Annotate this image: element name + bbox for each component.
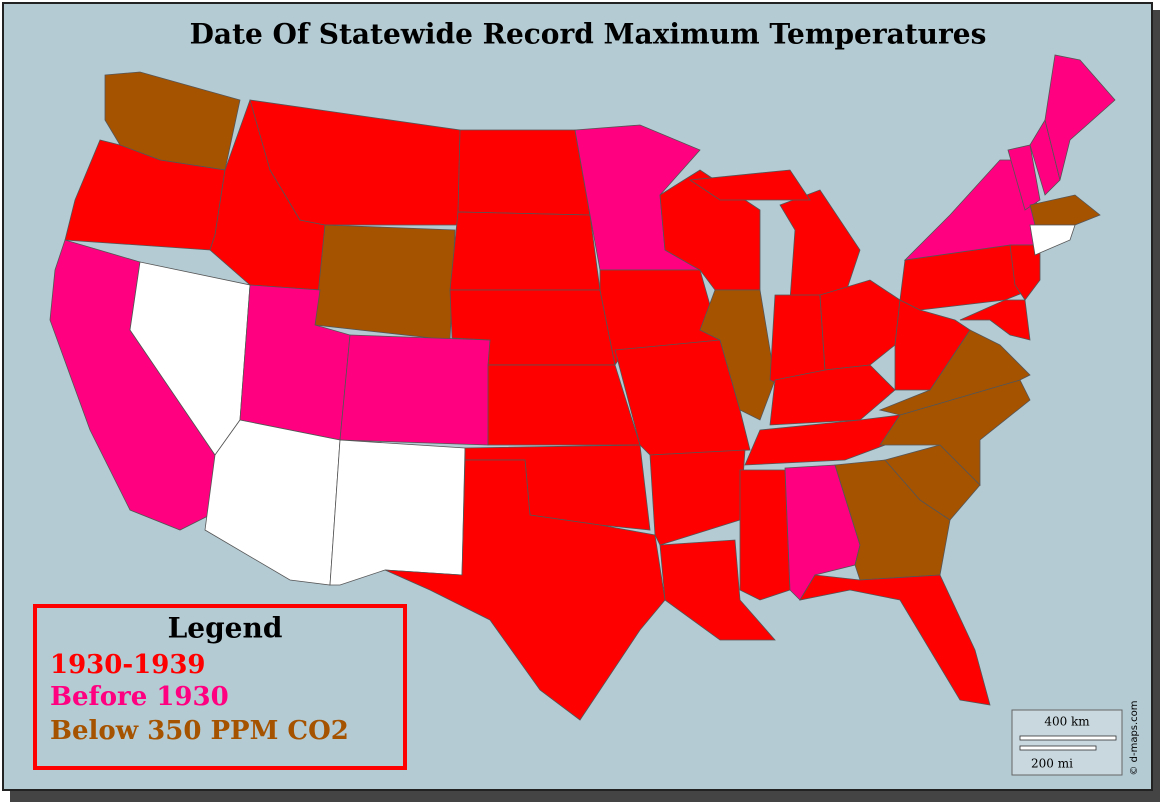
state [659, 539, 776, 641]
legend-title: Legend [168, 612, 283, 645]
legend-item: Below 350 PPM CO2 [50, 716, 349, 746]
state [699, 289, 776, 421]
state [1044, 54, 1116, 181]
scale-box [1011, 709, 1123, 776]
state [329, 439, 466, 586]
state [1029, 194, 1101, 226]
legend: Legend 1930-1939 Before 1930 Below 350 P… [33, 604, 407, 770]
state [314, 224, 456, 341]
state [449, 211, 601, 291]
state [457, 129, 591, 216]
scale-line [1019, 745, 1097, 751]
state [884, 444, 981, 521]
scale-mi: 200 mi [1031, 757, 1073, 771]
legend-item: Before 1930 [50, 682, 229, 712]
state [799, 574, 991, 706]
scale-bar: 400 km 200 mi [1011, 709, 1123, 776]
state [1007, 144, 1041, 211]
state [688, 169, 811, 201]
state [739, 469, 791, 601]
states [49, 54, 1116, 721]
state [649, 449, 746, 546]
legend-box [33, 604, 407, 770]
map-title: Date Of Statewide Record Maximum Tempera… [190, 18, 987, 51]
legend-item: 1930-1939 [50, 650, 206, 680]
state [487, 364, 641, 446]
scale-line [1019, 735, 1117, 741]
state [384, 459, 666, 721]
state [959, 299, 1031, 341]
credit: © d-maps.com [1129, 700, 1140, 775]
scale-km: 400 km [1044, 715, 1090, 729]
state [1029, 224, 1076, 256]
state [339, 334, 491, 446]
